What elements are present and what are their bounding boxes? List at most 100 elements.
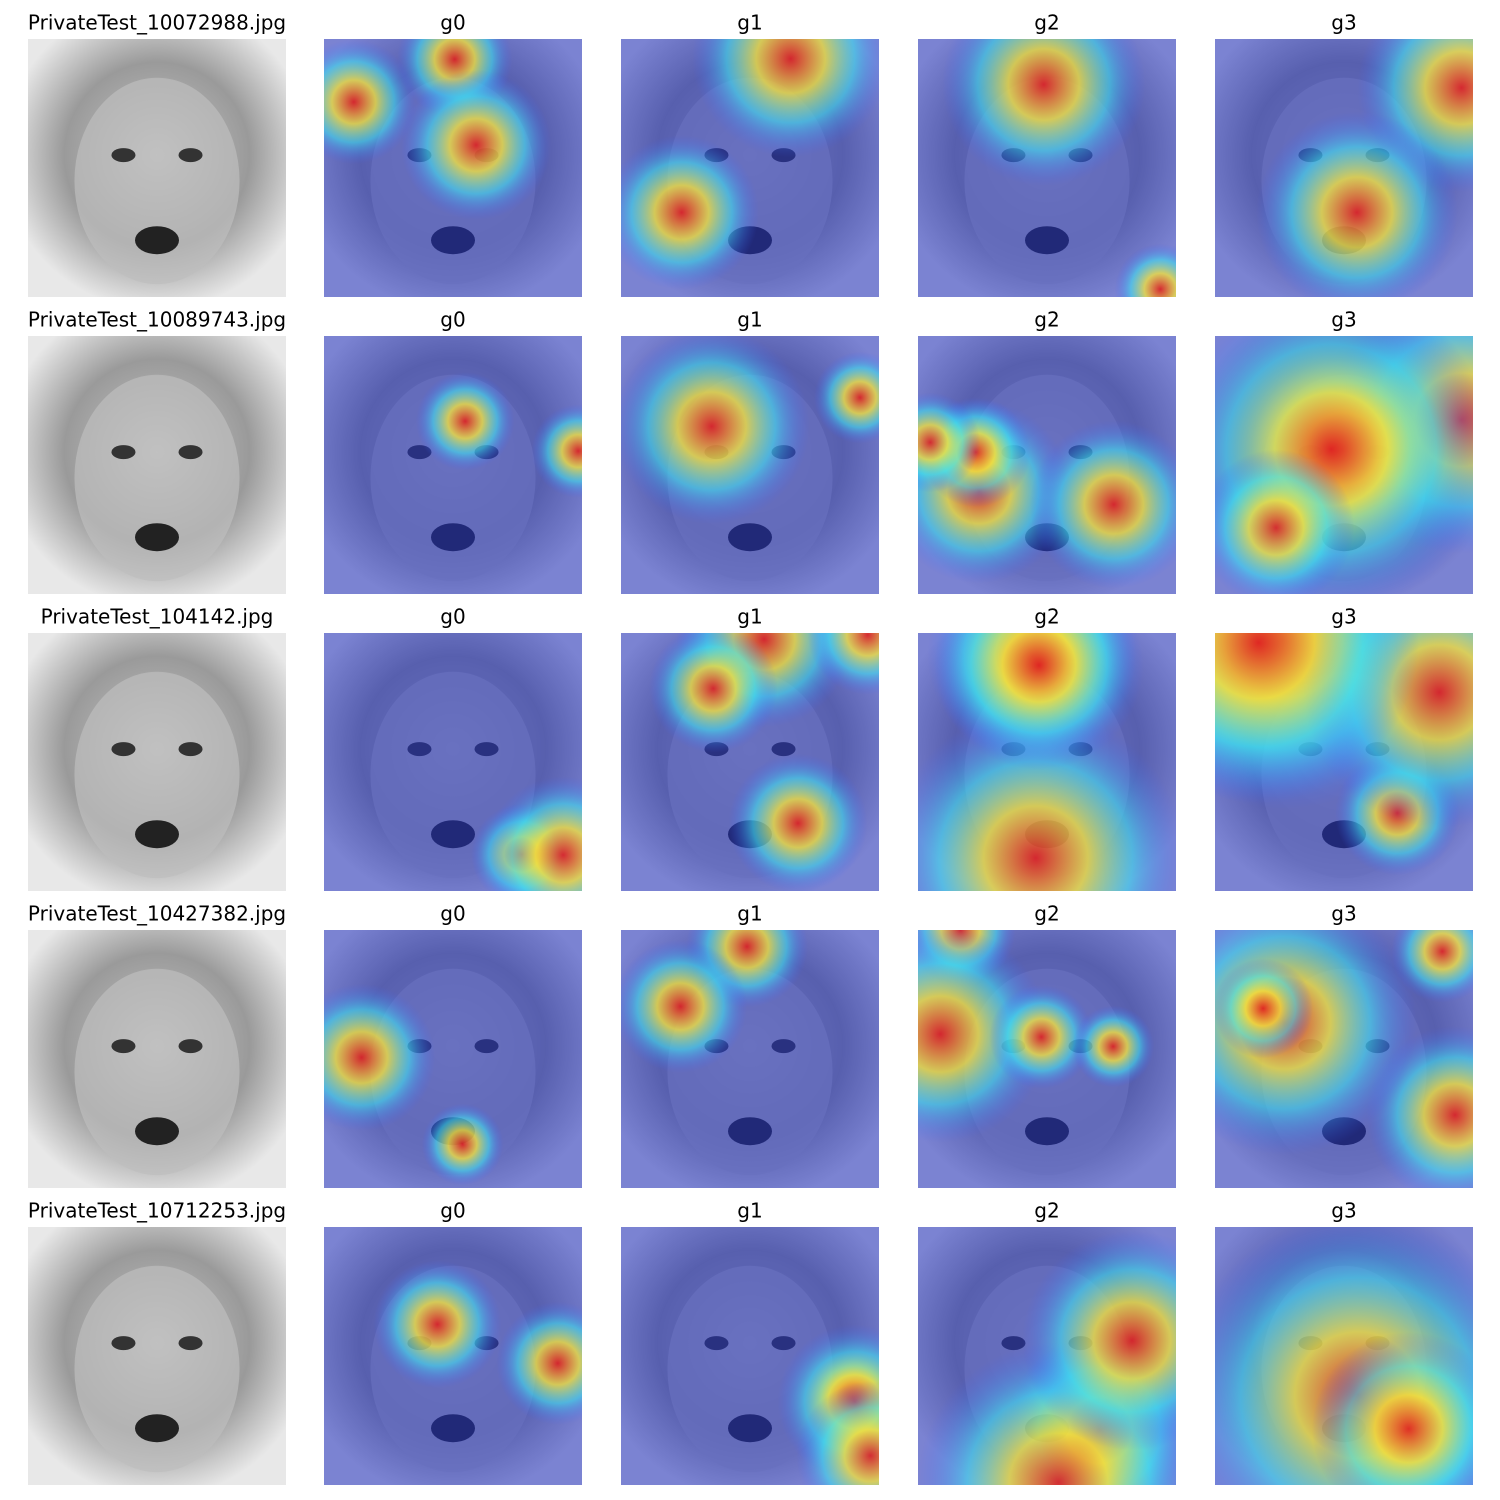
heatmap-blob [1215, 449, 1355, 594]
heatmap-panel [918, 633, 1176, 891]
image-filename: PrivateTest_10712253.jpg [28, 1199, 286, 1223]
heatmap-blob [942, 39, 1146, 187]
panel-title: g2 [1034, 11, 1059, 35]
eye [178, 1336, 203, 1351]
mouth [135, 226, 179, 255]
heatmap-blob [796, 1381, 879, 1485]
heatmap-blob [415, 371, 515, 471]
heatmap-blob [918, 392, 981, 493]
heatmap-blob [400, 69, 552, 221]
heatmap-blob [1072, 1005, 1155, 1088]
face-shape [74, 671, 240, 879]
face-shape [74, 968, 240, 1176]
heatmap-panel [918, 39, 1176, 297]
heatmap-panel [918, 1227, 1176, 1485]
heatmap-panel [324, 1227, 582, 1485]
panel-title: g0 [440, 902, 465, 926]
heatmap-blob [989, 984, 1094, 1089]
mouth [135, 523, 179, 552]
heatmap-panel [324, 633, 582, 891]
heatmap-blob [496, 1301, 582, 1425]
panel-title: g2 [1034, 902, 1059, 926]
face-shape [74, 374, 240, 582]
heatmap-blob [1215, 633, 1419, 804]
eye [178, 148, 203, 163]
panel-title: g3 [1331, 902, 1356, 926]
panel-title: g0 [440, 11, 465, 35]
image-row: PrivateTest_104142.jpg g0 g1 g2 g3 [28, 605, 1473, 891]
heatmap-blob [1256, 111, 1458, 297]
heatmap-blob [324, 983, 436, 1132]
panel-title: g1 [737, 1199, 762, 1223]
heatmap-blob [621, 134, 760, 290]
face-shape [74, 1265, 240, 1473]
heatmap-blob [1215, 958, 1313, 1059]
heatmap-panel [324, 930, 582, 1188]
eye [178, 1039, 203, 1054]
mouth [135, 1117, 179, 1146]
panel-title: g0 [440, 605, 465, 629]
image-row: PrivateTest_10089743.jpg g0 g1 g2 g3 [28, 308, 1473, 594]
heatmap-panel [324, 336, 582, 594]
eye [111, 148, 136, 163]
heatmap-blob [648, 633, 778, 753]
heatmap-blob [1029, 420, 1176, 589]
heatmap-blob [621, 939, 748, 1074]
eye [111, 1039, 136, 1054]
heatmap-panel [621, 633, 879, 891]
eye [111, 1336, 136, 1351]
heatmap-panel [621, 1227, 879, 1485]
image-filename: PrivateTest_10089743.jpg [28, 308, 286, 332]
heatmap-panel [1215, 1227, 1473, 1485]
image-row: PrivateTest_10712253.jpg g0 g1 g2 g3 [28, 1199, 1473, 1485]
heatmap-blob [918, 709, 1176, 891]
heatmap-panel [621, 336, 879, 594]
heatmap-panel [1215, 336, 1473, 594]
heatmap-panel [1215, 39, 1473, 297]
heatmap-blob [621, 336, 810, 525]
eye [178, 445, 203, 460]
heatmap-blob [1022, 1230, 1176, 1451]
heatmap-blob [373, 1260, 502, 1389]
heatmap-blob [1311, 1332, 1473, 1485]
eye [178, 742, 203, 757]
heatmap-blob [531, 404, 582, 498]
panel-title: g0 [440, 308, 465, 332]
panel-title: g2 [1034, 308, 1059, 332]
panel-title: g0 [440, 1199, 465, 1223]
panel-title: g3 [1331, 605, 1356, 629]
face-shape [74, 77, 240, 285]
mouth [135, 820, 179, 849]
image-filename: PrivateTest_10427382.jpg [28, 902, 286, 926]
heatmap-panel [621, 39, 879, 297]
heatmap-panel [1215, 633, 1473, 891]
heatmap-panel [918, 930, 1176, 1188]
heatmap-blob [814, 351, 879, 444]
panel-title: g3 [1331, 11, 1356, 35]
heatmap-panel [1215, 930, 1473, 1188]
image-row: PrivateTest_10072988.jpg g0 g1 g2 g3 [28, 11, 1473, 297]
panel-title: g2 [1034, 605, 1059, 629]
panel-title: g1 [737, 11, 762, 35]
heatmap-blob [692, 39, 879, 158]
image-row: PrivateTest_10427382.jpg g0 g1 g2 g3 [28, 902, 1473, 1188]
mouth [135, 1414, 179, 1443]
heatmap-blob [728, 753, 868, 891]
heatmap-blob [934, 633, 1144, 770]
image-filename: PrivateTest_10072988.jpg [28, 11, 286, 35]
image-filename: PrivateTest_104142.jpg [41, 605, 274, 629]
heatmap-blob [484, 776, 582, 891]
panel-title: g3 [1331, 1199, 1356, 1223]
panel-title: g1 [737, 605, 762, 629]
heatmap-panel [918, 336, 1176, 594]
heatmap-blob [324, 39, 417, 165]
heatmap-blob [918, 930, 1049, 1143]
heatmap-blob [807, 633, 879, 695]
heatmap-panel [621, 930, 879, 1188]
panel-title: g1 [737, 308, 762, 332]
eye [111, 445, 136, 460]
heatmap-blob [1391, 930, 1473, 1003]
panel-title: g1 [737, 902, 762, 926]
heatmap-blob [421, 1103, 504, 1186]
